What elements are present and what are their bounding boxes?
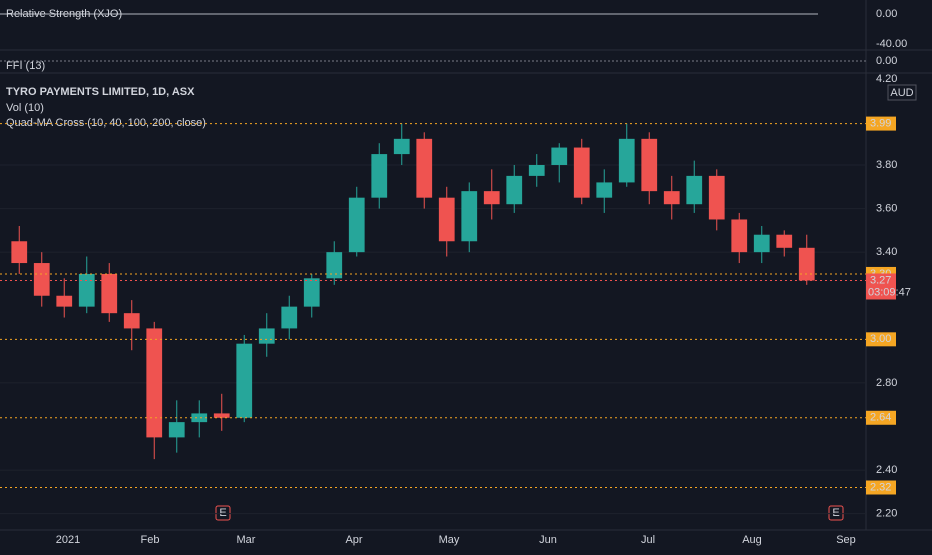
candle-body xyxy=(641,138,658,192)
candle-body xyxy=(303,278,320,307)
rs-title: Relative Strength (XJO) xyxy=(6,8,122,20)
price-label-box xyxy=(866,273,896,300)
candle-body xyxy=(573,147,590,198)
candle-body xyxy=(596,182,613,198)
earnings-marker: E xyxy=(832,507,839,519)
price-label: 3.00 xyxy=(870,333,891,345)
y-tick-label: 3.60 xyxy=(876,202,897,214)
symbol-title: TYRO PAYMENTS LIMITED, 1D, ASX xyxy=(6,86,195,98)
candle-body xyxy=(618,138,635,183)
rs-tick: 0.00 xyxy=(876,8,897,20)
candle-body xyxy=(506,175,523,205)
volume-legend: Vol (10) xyxy=(6,102,44,114)
candle-body xyxy=(528,164,545,176)
y-tick-label: 2.20 xyxy=(876,508,897,520)
price-label: 2.64 xyxy=(870,412,891,424)
x-tick-label: Sep xyxy=(836,534,856,546)
x-tick-label: Mar xyxy=(237,534,256,546)
x-tick-label: Feb xyxy=(141,534,160,546)
price-label: 3.27 xyxy=(870,274,891,286)
ffi-title: FFI (13) xyxy=(6,60,45,72)
y-tick-label: 3.80 xyxy=(876,159,897,171)
rs-tick: -40.00 xyxy=(876,38,907,50)
candle-body xyxy=(483,191,500,205)
candle-body xyxy=(438,197,455,242)
price-label-box xyxy=(866,480,896,495)
ffi-tick: 0.00 xyxy=(876,55,897,67)
candle-body xyxy=(123,313,140,329)
currency-box[interactable] xyxy=(887,84,917,101)
ma-legend: Quad-MA Cross (10, 40, 100, 200, close) xyxy=(6,117,206,129)
price-label: 2.32 xyxy=(870,481,891,493)
currency: AUD xyxy=(890,87,913,99)
candle-body xyxy=(551,147,568,165)
y-tick-label: 2.40 xyxy=(876,464,897,476)
candle-body xyxy=(461,191,478,242)
candle-body xyxy=(213,413,230,418)
x-tick-label: Jun xyxy=(539,534,557,546)
candle-body xyxy=(56,295,73,307)
candle-body xyxy=(798,247,815,281)
earnings-box[interactable] xyxy=(215,505,231,521)
candle-body xyxy=(236,343,253,418)
candle-body xyxy=(393,138,410,155)
candle-body xyxy=(348,197,365,253)
candle-body xyxy=(416,138,433,198)
y-tick-label: 3.40 xyxy=(876,246,897,258)
x-tick-label: Aug xyxy=(742,534,762,546)
price-label-box xyxy=(866,410,896,425)
price-label-box xyxy=(866,332,896,347)
earnings-marker: E xyxy=(219,507,226,519)
candle-body xyxy=(776,234,793,248)
ffi-tick: 4.20 xyxy=(876,73,897,85)
candle-body xyxy=(168,422,185,438)
candle-body xyxy=(146,328,163,438)
candle-body xyxy=(258,328,275,344)
candle-body xyxy=(708,175,725,220)
candle-body xyxy=(33,263,50,296)
candle-body xyxy=(686,175,703,205)
candle-body xyxy=(371,154,388,198)
candle-body xyxy=(281,306,298,329)
x-tick-label: 2021 xyxy=(56,534,80,546)
candle-body xyxy=(101,273,118,314)
candle-body xyxy=(78,273,95,307)
candle-body xyxy=(731,219,748,253)
y-tick-label: 2.80 xyxy=(876,377,897,389)
earnings-box[interactable] xyxy=(828,505,844,521)
price-label: 3.99 xyxy=(870,117,891,129)
price-label-box xyxy=(866,116,896,131)
candle-body xyxy=(191,413,208,423)
candle-body xyxy=(663,191,680,205)
candle-body xyxy=(326,252,343,279)
countdown: 03:09:47 xyxy=(868,286,911,298)
candle-body xyxy=(11,241,28,264)
x-tick-label: Apr xyxy=(345,534,362,546)
x-tick-label: May xyxy=(439,534,460,546)
candle-body xyxy=(753,234,770,253)
x-tick-label: Jul xyxy=(641,534,655,546)
